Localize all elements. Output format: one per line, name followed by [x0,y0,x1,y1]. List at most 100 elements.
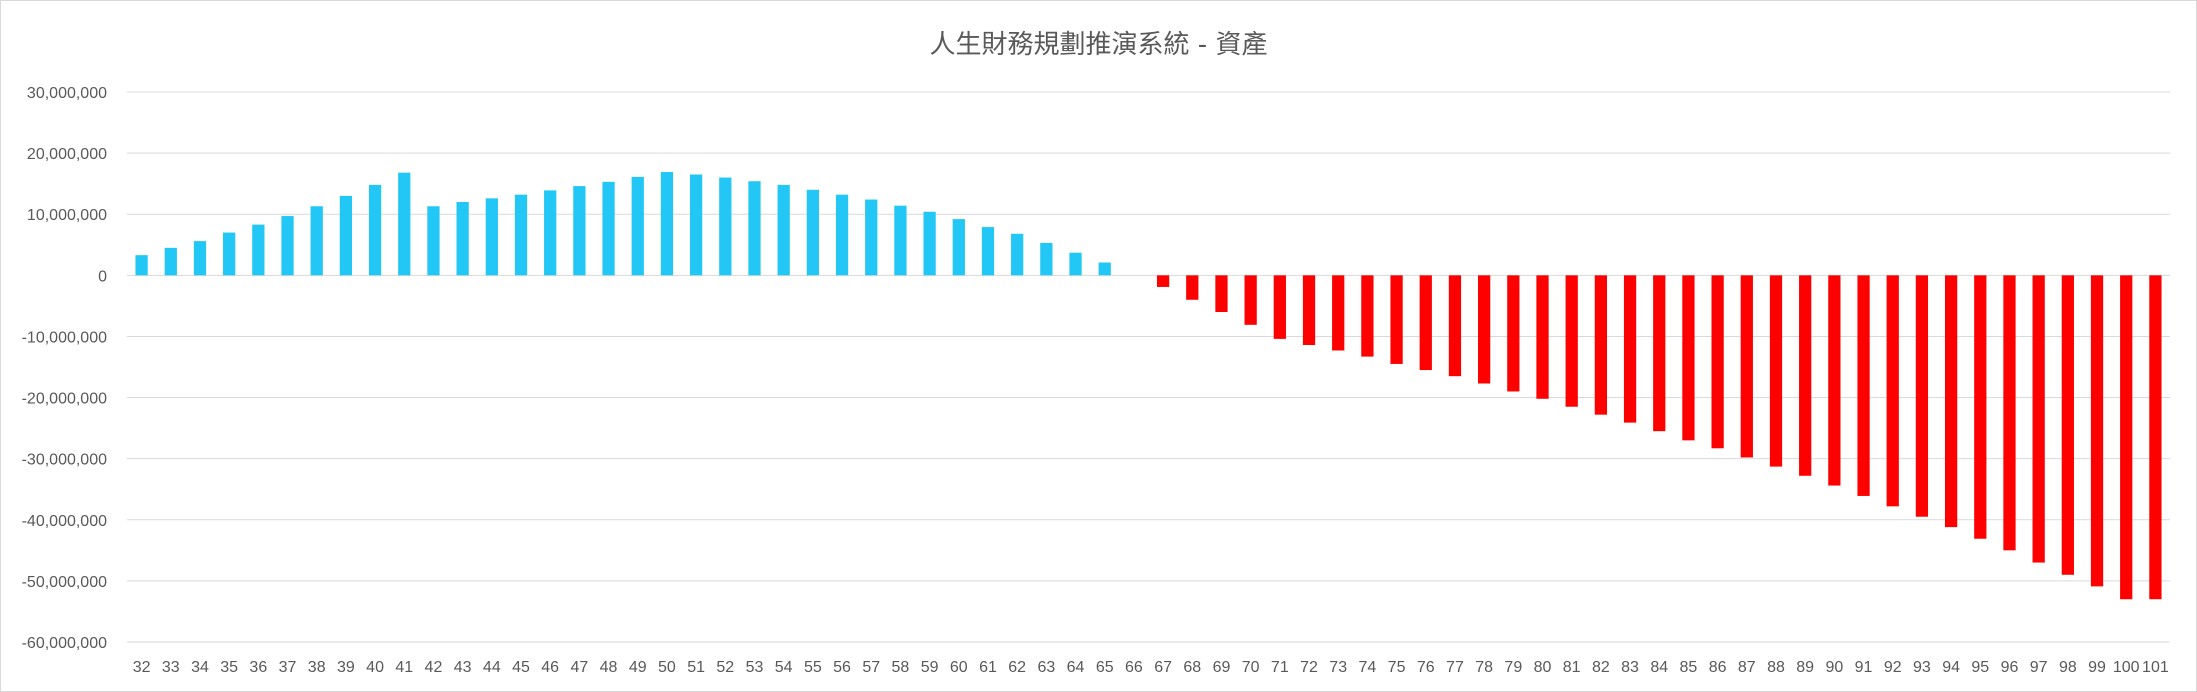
bar-age-60 [952,219,965,276]
y-tick-label: 20,000,000 [27,146,107,163]
x-tick-label: 34 [191,659,209,676]
bar-age-58 [894,205,907,276]
x-tick-label: 58 [892,659,910,676]
bar-age-44 [485,198,498,276]
x-tick-label: 71 [1271,659,1289,676]
y-tick-label: -50,000,000 [22,574,108,591]
x-tick-label: 35 [220,659,238,676]
bar-age-85 [1682,275,1695,441]
bar-age-88 [1769,275,1783,467]
x-tick-label: 89 [1796,659,1814,676]
x-tick-label: 66 [1125,659,1143,676]
x-tick-label: 38 [308,659,326,676]
bar-age-54 [777,184,790,276]
bar-age-57 [865,199,878,276]
x-tick-label: 62 [1008,659,1026,676]
y-tick-label: -20,000,000 [22,391,108,408]
x-tick-label: 55 [804,659,822,676]
bar-age-84 [1653,275,1666,432]
bar-age-93 [1915,275,1929,517]
x-tick-label: 80 [1534,659,1552,676]
bar-age-39 [339,195,353,276]
x-tick-label: 57 [862,659,880,676]
x-tick-label: 54 [775,659,793,676]
x-tick-label: 67 [1154,659,1172,676]
x-tick-label: 32 [133,659,151,676]
x-tick-label: 56 [833,659,851,676]
bar-age-65 [1098,262,1111,276]
x-tick-label: 77 [1446,659,1464,676]
x-tick-label: 95 [1971,659,1989,676]
x-tick-label: 40 [366,659,384,676]
x-tick-label: 78 [1475,659,1493,676]
x-tick-label: 64 [1067,659,1085,676]
bar-age-51 [689,174,703,276]
x-tick-label: 74 [1358,659,1376,676]
x-tick-label: 60 [950,659,968,676]
x-tick-label: 81 [1563,659,1581,676]
bar-age-34 [193,241,207,276]
x-tick-label: 93 [1913,659,1931,676]
x-tick-label: 86 [1709,659,1727,676]
bar-age-68 [1186,275,1199,300]
x-tick-label: 88 [1767,659,1785,676]
bar-age-76 [1419,275,1432,371]
bar-age-89 [1799,275,1812,476]
x-tick-label: 68 [1183,659,1201,676]
x-axis-labels: 32 33 34 35 36 37 38 39 40 41 42 43 44 45 46 47 48 49 50 51… [133,659,2169,676]
x-tick-label: 101 [2142,659,2169,676]
bar-age-48 [602,181,615,276]
bar-age-69 [1215,275,1228,312]
x-tick-label: 47 [570,659,588,676]
x-tick-label: 61 [979,659,997,676]
y-tick-label: 0 [98,268,107,285]
bar-age-70 [1244,275,1257,325]
x-tick-label: 92 [1884,659,1902,676]
bar-age-36 [252,224,265,276]
chart-title: 人生財務規劃推演系統 - 資產 [929,30,1268,60]
bar-age-37 [281,216,294,276]
bar-age-71 [1273,275,1286,339]
x-tick-label: 65 [1096,659,1114,676]
x-tick-label: 39 [337,659,355,676]
bar-age-91 [1857,275,1870,496]
bar-age-53 [748,181,761,276]
x-tick-label: 97 [2030,659,2048,676]
y-tick-label: -10,000,000 [22,329,108,346]
x-tick-label: 36 [249,659,267,676]
x-tick-label: 33 [162,659,180,676]
x-tick-label: 63 [1037,659,1055,676]
bar-age-61 [981,227,995,276]
bar-age-47 [573,186,586,276]
bar-age-101 [2149,275,2162,600]
x-tick-label: 100 [2113,659,2140,676]
x-tick-label: 94 [1942,659,1960,676]
bar-age-46 [544,190,557,276]
bar-age-86 [1711,275,1724,449]
bar-age-80 [1536,275,1549,399]
bar-age-67 [1156,275,1170,287]
bars [135,172,2162,600]
bar-age-100 [2120,275,2133,600]
bar-age-38 [310,206,323,276]
bar-age-97 [2032,275,2045,563]
x-tick-label: 99 [2088,659,2106,676]
bar-age-75 [1390,275,1403,364]
x-tick-label: 37 [279,659,297,676]
x-tick-label: 59 [921,659,939,676]
bar-age-96 [2003,275,2016,551]
bar-age-49 [631,176,644,276]
bar-age-59 [923,211,936,276]
bar-age-92 [1886,275,1899,507]
bar-age-45 [514,194,528,276]
y-axis-labels: 30,000,000 20,000,000 10,000,000 0 -10,000,0… [22,85,108,652]
bar-age-72 [1302,275,1316,345]
bar-age-52 [719,177,732,276]
x-tick-label: 98 [2059,659,2077,676]
x-tick-label: 53 [746,659,764,676]
bar-age-90 [1828,275,1841,486]
x-tick-label: 85 [1680,659,1698,676]
bar-age-62 [1011,233,1024,276]
bar-age-82 [1594,275,1608,415]
